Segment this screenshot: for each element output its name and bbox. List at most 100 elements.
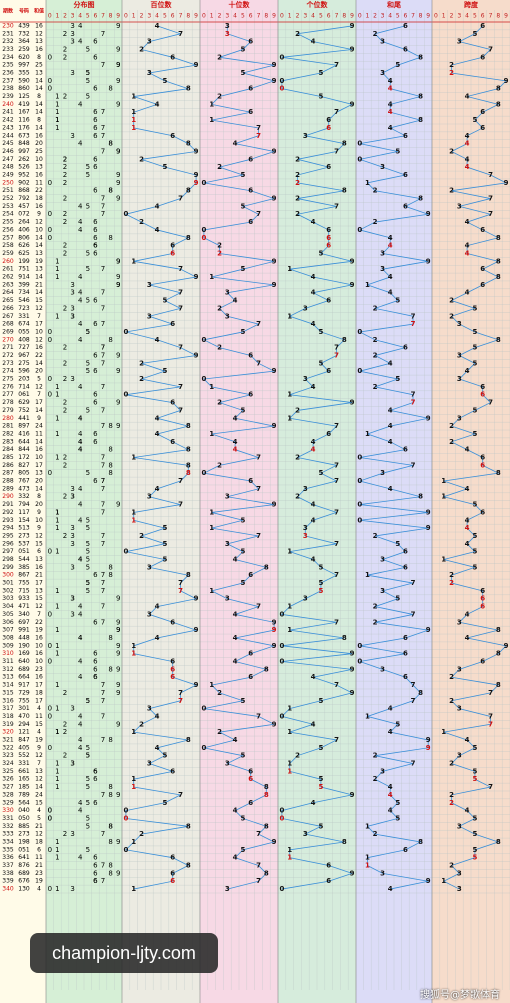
trend-digit: 0 xyxy=(279,85,284,93)
trend-digit: 5 xyxy=(395,375,400,383)
distribution-digit: 1 xyxy=(55,650,59,658)
section-title: 分布图 xyxy=(74,0,95,9)
sum: 5 xyxy=(37,815,41,822)
trend-digit: 6 xyxy=(403,171,408,179)
issue: 238 xyxy=(2,85,14,92)
draw-number: 439 xyxy=(18,22,30,29)
distribution-digit: 7 xyxy=(101,697,105,705)
trend-digit: 6 xyxy=(403,673,408,681)
trend-digit: 7 xyxy=(488,45,493,53)
trend-digit: 6 xyxy=(403,846,408,854)
trend-digit: 9 xyxy=(272,257,277,265)
distribution-digit: 3 xyxy=(70,312,74,320)
trend-digit: 3 xyxy=(147,705,152,713)
distribution-digit: 2 xyxy=(63,689,67,697)
distribution-digit: 8 xyxy=(108,336,112,344)
distribution-digit: 6 xyxy=(93,163,98,171)
trend-digit: 7 xyxy=(411,760,416,768)
distribution-digit: 0 xyxy=(48,210,52,218)
trend-digit: 0 xyxy=(201,375,206,383)
sum: 4 xyxy=(37,729,41,736)
trend-digit: 2 xyxy=(373,603,378,611)
sum: 24 xyxy=(35,791,43,798)
trend-digit: 6 xyxy=(170,320,175,328)
issue: 265 xyxy=(2,297,14,304)
sum-header: 和值 xyxy=(33,8,44,15)
issue: 259 xyxy=(2,250,14,257)
trend-digit: 6 xyxy=(170,877,175,885)
trend-digit: 1 xyxy=(287,603,292,611)
draw-number: 641 xyxy=(18,854,30,861)
trend-digit: 4 xyxy=(465,163,470,171)
distribution-digit: 0 xyxy=(48,469,52,477)
trend-digit: 7 xyxy=(411,697,416,705)
distribution-digit: 6 xyxy=(93,438,98,446)
digit-header: 1 xyxy=(132,13,136,20)
trend-digit: 2 xyxy=(449,438,454,446)
issue: 250 xyxy=(2,179,14,186)
digit-header: 9 xyxy=(504,13,508,20)
trend-digit: 2 xyxy=(139,218,144,226)
trend-digit: 2 xyxy=(217,249,222,257)
trend-digit: 5 xyxy=(318,783,323,791)
issue: 295 xyxy=(2,532,14,539)
trend-digit: 3 xyxy=(380,38,385,46)
trend-digit: 4 xyxy=(388,359,393,367)
digit-header: 5 xyxy=(473,13,477,20)
distribution-digit: 5 xyxy=(86,697,90,705)
draw-number: 199 xyxy=(18,258,30,265)
sum: 14 xyxy=(35,124,43,131)
digit-header: 3 xyxy=(71,13,75,20)
trend-digit: 0 xyxy=(357,501,362,509)
distribution-digit: 0 xyxy=(48,336,52,344)
distribution-digit: 8 xyxy=(108,665,112,673)
trend-digit: 8 xyxy=(186,469,191,477)
distribution-digit: 8 xyxy=(108,469,112,477)
trend-digit: 7 xyxy=(334,147,339,155)
digit-header: 6 xyxy=(403,13,407,20)
distribution-digit: 4 xyxy=(78,485,83,493)
distribution-digit: 7 xyxy=(101,108,105,116)
trend-digit: 0 xyxy=(123,807,128,815)
distribution-digit: 4 xyxy=(78,807,83,815)
issue: 296 xyxy=(2,540,14,547)
distribution-digit: 3 xyxy=(70,760,74,768)
issue: 248 xyxy=(2,164,14,171)
sum: 17 xyxy=(35,321,43,328)
digit-header: 6 xyxy=(171,13,175,20)
issue: 294 xyxy=(2,525,14,532)
distribution-digit: 7 xyxy=(101,461,105,469)
trend-line xyxy=(358,25,429,890)
issue: 240 xyxy=(2,101,14,108)
trend-digit: 1 xyxy=(131,508,136,516)
distribution-digit: 3 xyxy=(70,312,74,320)
draw-number: 190 xyxy=(18,642,30,649)
trend-digit: 7 xyxy=(256,712,261,720)
issue: 237 xyxy=(2,77,14,84)
sum: 16 xyxy=(35,344,43,351)
distribution-digit: 7 xyxy=(101,532,105,540)
draw-number: 673 xyxy=(18,132,30,139)
sum: 6 xyxy=(37,548,41,555)
trend-digit: 6 xyxy=(480,22,485,30)
trend-digit: 6 xyxy=(170,618,175,626)
trend-digit: 3 xyxy=(457,618,462,626)
draw-number: 805 xyxy=(18,470,30,477)
trend-digit: 0 xyxy=(357,367,362,375)
trend-digit: 0 xyxy=(357,328,362,336)
trend-digit: 4 xyxy=(388,783,393,791)
trend-digit: 5 xyxy=(318,697,323,705)
trend-digit: 6 xyxy=(480,658,485,666)
trend-digit: 4 xyxy=(465,634,470,642)
issue: 299 xyxy=(2,564,14,571)
trend-digit: 9 xyxy=(272,367,277,375)
trend-digit: 5 xyxy=(240,579,245,587)
trend-digit: 3 xyxy=(457,320,462,328)
sum: 16 xyxy=(35,674,43,681)
trend-digit: 3 xyxy=(457,665,462,673)
sum: 11 xyxy=(35,430,43,437)
trend-digit: 6 xyxy=(326,116,331,124)
draw-number: 273 xyxy=(18,831,30,838)
distribution-digit: 7 xyxy=(101,791,105,799)
trend-digit: 4 xyxy=(465,140,470,148)
